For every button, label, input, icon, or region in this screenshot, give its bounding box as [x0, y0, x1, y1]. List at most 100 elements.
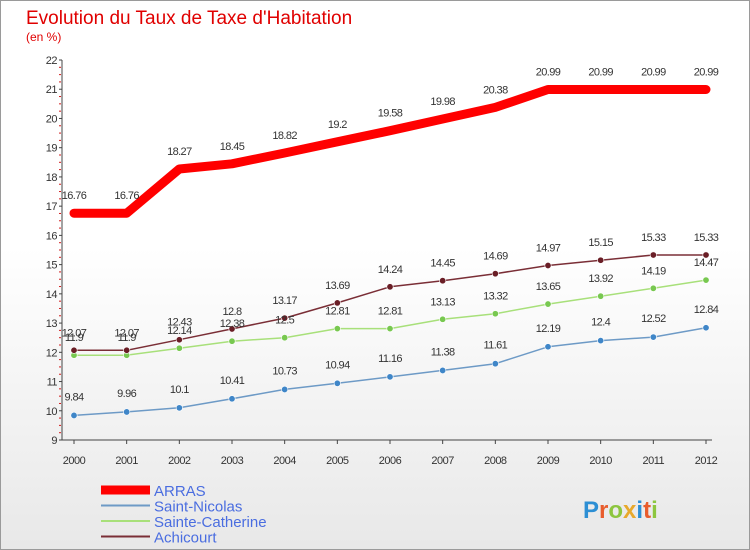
data-label: 11.9 — [65, 332, 84, 344]
series-line-saint-nicolas — [73, 327, 707, 417]
data-point — [544, 343, 552, 351]
data-label: 18.45 — [220, 141, 245, 153]
y-tick-label: 11 — [47, 377, 58, 389]
data-point — [386, 283, 394, 291]
data-point — [123, 346, 131, 354]
data-labels: 16.76 16.76 18.27 18.45 18.82 19.2 19.58 19.98 2… — [62, 67, 720, 404]
data-label: 12.43 — [167, 317, 192, 329]
x-tick-label: 2010 — [589, 455, 612, 467]
data-point — [702, 276, 710, 284]
data-label: 14.19 — [641, 265, 666, 277]
data-point — [281, 334, 289, 342]
data-label: 10.41 — [220, 375, 245, 387]
data-label: 13.65 — [536, 281, 561, 293]
data-label: 12.14 — [167, 325, 192, 337]
data-label: 15.33 — [641, 232, 666, 244]
series-lines — [69, 85, 711, 417]
data-label: 14.45 — [430, 258, 455, 270]
data-label: 12.07 — [62, 327, 87, 339]
x-tick-label: 2008 — [484, 455, 507, 467]
y-tick-label: 21 — [46, 84, 58, 96]
data-label: 13.13 — [430, 296, 455, 308]
logo-letter: i — [636, 497, 643, 524]
data-point — [175, 404, 183, 412]
data-label: 12.8 — [222, 306, 241, 318]
logo-letter: r — [599, 497, 608, 524]
data-point — [649, 333, 657, 341]
data-point — [228, 395, 236, 403]
data-point — [491, 310, 499, 318]
y-tick-label: 14 — [46, 289, 58, 301]
data-point — [333, 379, 341, 387]
data-point — [702, 251, 710, 259]
data-point — [333, 299, 341, 307]
data-label: 11.38 — [431, 346, 455, 358]
data-label: 12.52 — [641, 313, 666, 325]
y-tick-label: 10 — [46, 406, 58, 418]
data-point — [649, 251, 657, 259]
data-label: 16.76 — [62, 190, 87, 202]
y-tick-label: 17 — [46, 201, 58, 213]
data-point — [281, 385, 289, 393]
x-tick-label: 2012 — [695, 455, 718, 467]
data-label: 10.1 — [170, 384, 189, 396]
data-label: 11.61 — [483, 340, 507, 352]
data-point — [175, 344, 183, 352]
x-tick-label: 2007 — [431, 455, 454, 467]
data-point — [439, 277, 447, 285]
chart-title: Evolution du Taux de Taxe d'Habitation — [26, 8, 352, 29]
data-label: 13.69 — [325, 280, 350, 292]
legend-label: Achicourt — [154, 530, 217, 547]
x-tick-label: 2000 — [63, 455, 86, 467]
data-point — [544, 261, 552, 269]
data-label: 19.2 — [328, 119, 347, 131]
y-tick-label: 18 — [46, 172, 58, 184]
y-tick-label: 15 — [46, 260, 58, 272]
data-point — [70, 346, 78, 354]
legend-label: Saint-Nicolas — [154, 499, 242, 516]
data-label: 15.33 — [694, 232, 719, 244]
data-point — [386, 325, 394, 333]
y-tick-label: 13 — [46, 318, 58, 330]
x-tick-label: 2006 — [379, 455, 402, 467]
data-label: 10.94 — [325, 359, 350, 371]
data-label: 12.81 — [325, 306, 350, 318]
axes: 9 10 11 12 13 14 15 16 17 18 19 20 21 22 2000 2001 2002 2… — [46, 55, 718, 467]
legend-label: Sainte-Catherine — [154, 514, 267, 531]
x-tick-label: 2003 — [221, 455, 244, 467]
y-tick-label: 12 — [46, 347, 58, 359]
logo-letter: P — [583, 497, 599, 524]
legend: ARRASSaint-NicolasSainte-CatherineAchico… — [101, 483, 267, 547]
x-tick-label: 2011 — [643, 455, 665, 467]
series-line-arras — [69, 85, 711, 218]
data-label: 20.38 — [483, 84, 508, 96]
data-label: 18.82 — [272, 130, 297, 142]
data-point — [597, 292, 605, 300]
data-label: 20.99 — [536, 67, 561, 79]
data-label: 13.32 — [483, 291, 508, 303]
data-label: 11.16 — [378, 353, 402, 365]
logo-letter: t — [643, 497, 651, 524]
data-label: 16.76 — [114, 190, 139, 202]
data-point — [597, 256, 605, 264]
data-label: 19.58 — [378, 108, 403, 120]
data-label: 12.81 — [378, 306, 403, 318]
data-point — [228, 325, 236, 333]
y-tick-label: 9 — [51, 435, 57, 447]
data-point — [123, 408, 131, 416]
y-tick-label: 22 — [46, 55, 58, 67]
data-label: 9.84 — [64, 391, 83, 403]
logo-letter: o — [608, 497, 623, 524]
data-label: 20.99 — [641, 67, 666, 79]
data-label: 18.27 — [167, 146, 192, 158]
data-point — [702, 324, 710, 332]
data-point — [491, 270, 499, 278]
data-label: 12.07 — [114, 327, 139, 339]
data-point — [597, 337, 605, 345]
y-tick-label: 20 — [46, 113, 58, 125]
data-point — [649, 284, 657, 292]
data-label: 11.9 — [118, 332, 137, 344]
data-label: 12.84 — [694, 304, 719, 316]
data-label: 14.97 — [536, 242, 561, 254]
